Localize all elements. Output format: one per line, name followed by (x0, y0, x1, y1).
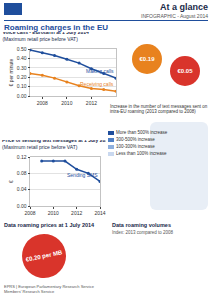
svg-text:2008: 2008 (37, 100, 48, 106)
html-text:Roaming charges in the EU: Roaming charges in the EU (4, 23, 108, 32)
svg-text:0.10: 0.10 (17, 83, 27, 89)
svg-text:0.40: 0.40 (17, 55, 27, 61)
svg-text:€ per minute: € per minute (8, 58, 14, 86)
svg-text:2012: 2012 (71, 210, 82, 216)
svg-text:0.00: 0.00 (17, 93, 27, 99)
html-text:EPRS | European Parliamentary: EPRS | European Parliamentary Research S… (4, 284, 94, 289)
html-text:At a glance: At a glance (160, 2, 208, 12)
html-text:100-300% increase: 100-300% increase (116, 144, 155, 149)
svg-text:2012: 2012 (86, 100, 97, 106)
svg-text:0.12: 0.12 (17, 154, 27, 160)
svg-text:€: € (8, 180, 14, 183)
svg-text:2010: 2010 (48, 210, 59, 216)
svg-text:Sending SMS: Sending SMS (67, 172, 98, 178)
svg-text:0.50: 0.50 (17, 46, 27, 52)
html-text:Data roaming prices at 1 July: Data roaming prices at 1 July 2014 (4, 222, 95, 228)
html-text:Less than 100% increase: Less than 100% increase (116, 151, 167, 156)
svg-text:2010: 2010 (61, 100, 72, 106)
svg-text:0.08: 0.08 (17, 170, 27, 176)
html-text:INFOGRAPHIC - August 2014: INFOGRAPHIC - August 2014 (141, 13, 208, 19)
html-text:Increase in the number of text: Increase in the number of text messages … (110, 104, 208, 115)
svg-text:0.00: 0.00 (17, 203, 27, 209)
html-text:Members' Research Service: Members' Research Service (4, 289, 55, 295)
svg-text:Making calls: Making calls (86, 68, 114, 74)
svg-text:0.30: 0.30 (17, 65, 27, 71)
html-text:€0.05: €0.05 (177, 67, 193, 74)
html-text:300-500% increase: 300-500% increase (116, 137, 155, 142)
html-text:Data roaming volumes: Data roaming volumes (112, 222, 171, 228)
html-text:Index: 2013 compared to 2008: Index: 2013 compared to 2008 (112, 230, 173, 235)
html-text:€0.20 per MB: €0.20 per MB (25, 248, 63, 263)
svg-text:Voice calls - Eurotariff at 1: Voice calls - Eurotariff at 1 July 2014(… (2, 32, 89, 42)
svg-text:2008: 2008 (24, 210, 35, 216)
svg-text:Receiving calls: Receiving calls (80, 81, 114, 87)
svg-text:0.20: 0.20 (17, 74, 27, 80)
svg-text:Price of sending text messages: Price of sending text messages at 1 July… (2, 140, 106, 150)
svg-text:2014: 2014 (94, 210, 105, 216)
svg-text:0.04: 0.04 (17, 186, 27, 192)
html-text:More than 500% increase: More than 500% increase (116, 130, 168, 135)
html-text:€0.19: €0.19 (139, 55, 155, 62)
